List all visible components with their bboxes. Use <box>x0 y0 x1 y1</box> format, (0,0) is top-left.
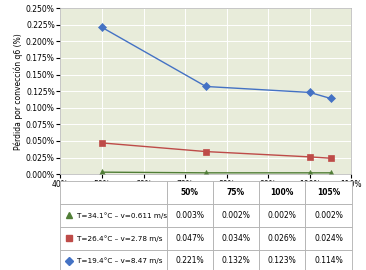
X-axis label: Regimen de carga (%): Regimen de carga (%) <box>159 192 253 201</box>
Bar <box>305 249 352 270</box>
Text: 105%: 105% <box>317 188 340 197</box>
Bar <box>305 204 352 227</box>
Text: 0.003%: 0.003% <box>175 211 204 220</box>
Bar <box>60 204 167 227</box>
Text: 50%: 50% <box>181 188 199 197</box>
Text: 0.123%: 0.123% <box>268 256 296 265</box>
Bar <box>259 204 305 227</box>
Bar <box>167 227 213 249</box>
Bar <box>305 181 352 204</box>
Bar <box>60 227 167 249</box>
Text: 0.002%: 0.002% <box>268 211 297 220</box>
Text: 0.047%: 0.047% <box>175 234 204 243</box>
Bar <box>213 227 259 249</box>
Bar <box>167 181 213 204</box>
Bar <box>167 249 213 270</box>
Bar <box>213 249 259 270</box>
Text: 0.026%: 0.026% <box>268 234 297 243</box>
Text: 0.024%: 0.024% <box>314 234 343 243</box>
Text: 0.221%: 0.221% <box>175 256 204 265</box>
Text: T=19.4°C – v=8.47 m/s: T=19.4°C – v=8.47 m/s <box>77 258 163 264</box>
Bar <box>60 181 167 204</box>
Text: T=26.4°C – v=2.78 m/s: T=26.4°C – v=2.78 m/s <box>77 235 163 241</box>
Text: 0.002%: 0.002% <box>221 211 250 220</box>
Bar <box>167 204 213 227</box>
Bar <box>213 204 259 227</box>
Bar <box>213 181 259 204</box>
Text: 0.132%: 0.132% <box>222 256 250 265</box>
Text: 0.034%: 0.034% <box>221 234 250 243</box>
Y-axis label: Pérdida por convección q6 (%): Pérdida por convección q6 (%) <box>14 33 23 150</box>
Bar <box>259 249 305 270</box>
Text: 75%: 75% <box>227 188 245 197</box>
Text: 100%: 100% <box>270 188 294 197</box>
Bar <box>60 249 167 270</box>
Text: 0.002%: 0.002% <box>314 211 343 220</box>
Bar <box>259 181 305 204</box>
Bar <box>305 227 352 249</box>
Bar <box>259 227 305 249</box>
Text: 0.114%: 0.114% <box>314 256 343 265</box>
Text: T=34.1°C – v=0.611 m/s: T=34.1°C – v=0.611 m/s <box>77 212 167 219</box>
